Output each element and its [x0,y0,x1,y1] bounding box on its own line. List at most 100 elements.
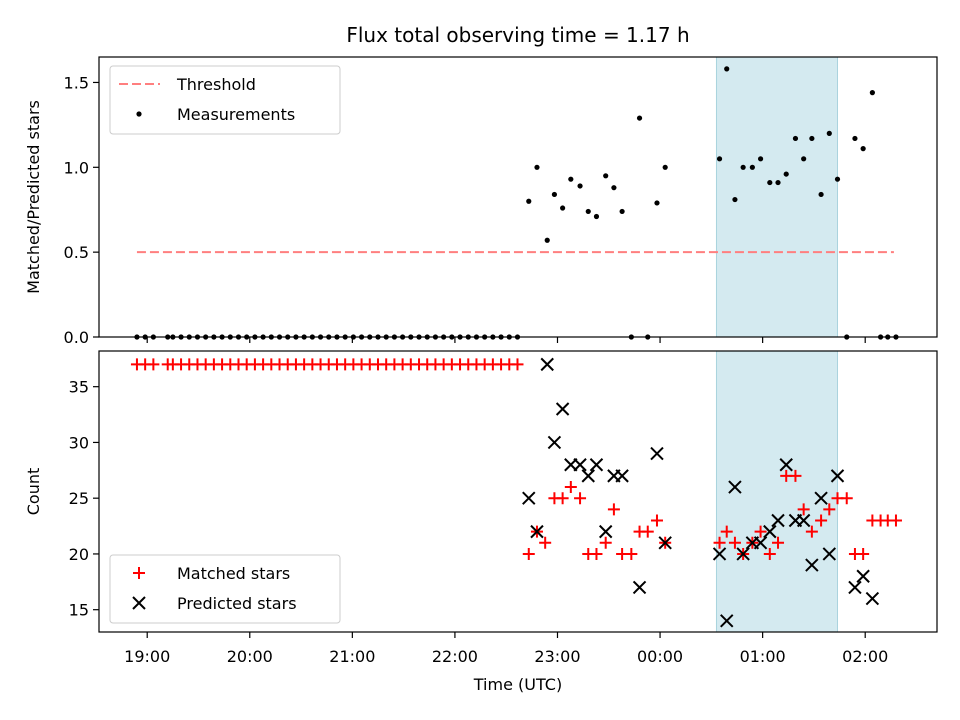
observing-window-span [715,56,839,338]
y-tick-label: 15 [69,601,89,620]
matched-stars-point [840,492,853,505]
measurement-point [619,208,625,215]
predicted-stars-point [805,558,819,572]
measurement-point [654,200,660,206]
measurement-point [749,164,755,170]
x-tick-label: 19:00 [124,647,170,666]
matched-stars-point [789,469,802,482]
measurement-point [826,130,832,136]
matched-stars-point [522,547,535,560]
predicted-stars-point [522,491,536,505]
x-tick-label: 21:00 [329,647,375,666]
measurement-point [716,156,723,162]
measurement-point [551,191,558,198]
matched-stars-point [564,481,577,494]
legend: Threshold Measurements [109,65,341,135]
measurement-point [852,135,858,142]
measurement-point [740,164,746,170]
legend-box [109,65,341,135]
matched-stars-point [754,525,767,538]
matched-stars-point [763,547,776,560]
y-tick-label: 25 [69,489,89,508]
legend-label: Threshold [176,75,256,94]
predicted-stars-point [589,458,604,472]
measurement-point [636,115,643,121]
bottom-panel-counts: 15 20 25 30 35 19:00 20:00 21:00 22:00 23:00 00:00… [24,350,938,694]
predicted-stars-point [830,469,845,483]
predicted-stars-point [540,357,554,372]
x-tick-label: 20:00 [227,647,273,666]
predicted-stars-point [856,569,870,583]
predicted-stars-point [573,458,587,472]
predicted-stars-point [650,446,664,461]
predicted-stars-point [720,614,734,628]
measurement-point [767,179,773,186]
predicted-stars-point [728,480,742,494]
legend-label: Matched stars [177,564,290,583]
measurement-point [568,176,574,182]
matched-stars-point [772,536,785,549]
y-tick-label: 0.5 [64,243,89,262]
y-tick-label: 1.5 [64,73,89,92]
series-matched-stars [130,358,902,560]
matched-stars-point [607,503,620,516]
series-predicted-stars [522,357,880,628]
measurement-point [809,135,815,142]
x-tick-label: 22:00 [432,647,478,666]
measurement-point [577,183,583,189]
matched-stars-point [720,525,733,538]
x-tick-label: 02:00 [842,647,888,666]
legend: Matched stars Predicted stars [109,554,341,624]
y-axis-label: Matched/Predicted stars [24,100,43,294]
measurement-point [801,156,807,162]
measurement-point [775,179,781,186]
legend-label: Predicted stars [177,594,297,613]
y-tick-label: 30 [69,433,89,452]
matched-stars-point [511,358,524,371]
x-axis-label: Time (UTC) [473,675,562,694]
legend-box [109,554,341,624]
measurement-point [783,171,789,177]
x-tick-label: 01:00 [740,647,786,666]
legend-marker-predicted [132,596,146,610]
matched-stars-point [857,547,870,560]
legend-label: Measurements [177,105,295,124]
predicted-stars-point [753,536,768,550]
measurement-point [611,185,617,191]
predicted-stars-point [581,469,595,483]
predicted-stars-point [779,458,793,472]
measurement-point [603,173,609,179]
predicted-stars-point [530,524,544,539]
x-tick-label: 00:00 [637,647,683,666]
observing-window-span [715,350,839,633]
x-tick-label: 23:00 [534,647,580,666]
predicted-stars-point [736,547,750,561]
legend-marker-measurements [136,111,142,117]
predicted-stars-point [615,469,629,483]
axes-frame [98,56,938,338]
measurement-point [585,208,591,215]
matched-stars-point [650,514,663,527]
predicted-stars-point [763,524,777,539]
measurement-point [860,146,866,152]
matched-stars-point [556,492,569,505]
top-panel-flux-ratio: 0.0 0.5 1.0 1.5 Matched/Predicted stars Thres… [24,56,938,347]
predicted-stars-point [547,435,562,450]
measurement-point [544,237,550,243]
matched-stars-point [815,514,828,527]
matched-stars-point [728,536,741,549]
predicted-stars-point [555,402,570,416]
measurement-point [869,90,875,96]
measurement-point [534,164,540,170]
predicted-stars-point [822,547,837,561]
y-tick-label: 0.0 [64,328,89,347]
measurement-point [593,213,600,220]
predicted-stars-point [848,580,862,595]
y-tick-label: 20 [69,545,89,564]
predicted-stars-point [814,491,828,505]
y-tick-label: 35 [69,378,89,397]
matched-stars-point [641,525,654,538]
predicted-stars-point [658,536,672,550]
y-axis-label: Count [24,468,43,516]
